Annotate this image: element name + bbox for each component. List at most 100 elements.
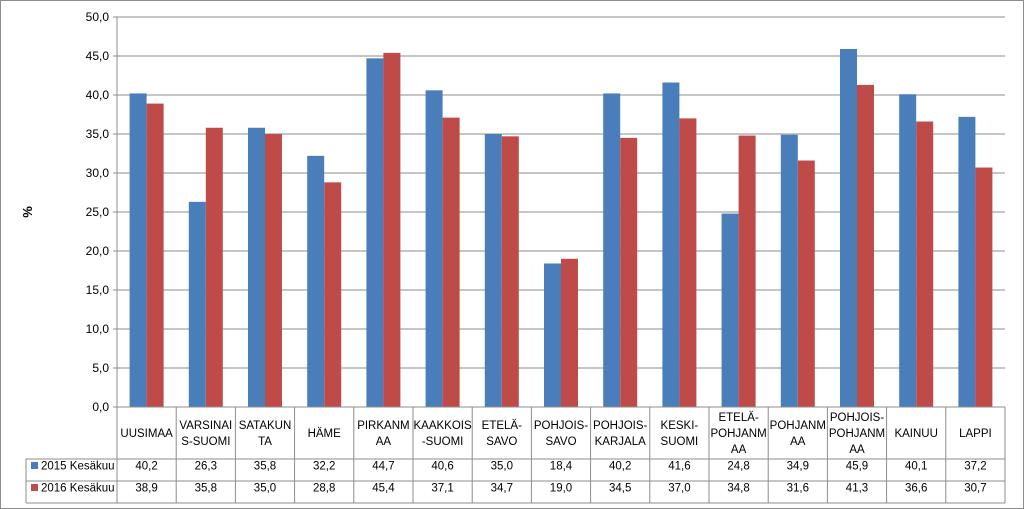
bar-2016	[383, 52, 401, 407]
category-label: PIRKANM	[357, 420, 409, 432]
bar-2015	[780, 134, 798, 407]
bar-2016	[975, 167, 993, 407]
category-label: KAINUU	[894, 428, 937, 440]
legend-label: 2016 Kesäkuu	[41, 483, 115, 495]
y-tick-label: 15,0	[86, 283, 110, 297]
y-tick-label: 30,0	[86, 166, 110, 180]
bar-2015	[425, 90, 443, 407]
data-value-label: 41,6	[668, 461, 690, 473]
bar-2016	[620, 137, 638, 407]
data-value-label: 37,2	[964, 461, 986, 473]
data-value-label: 35,8	[195, 483, 217, 495]
category-label: AA	[731, 444, 747, 456]
category-label: KARJALA	[595, 436, 646, 448]
category-label: S-SUOMI	[181, 436, 230, 448]
data-value-label: 24,8	[727, 461, 749, 473]
category-label: POHJANM	[829, 428, 885, 440]
data-value-label: 31,6	[787, 483, 809, 495]
data-value-label: 34,8	[727, 483, 749, 495]
legend-swatch	[31, 462, 38, 469]
legend-label: 2015 Kesäkuu	[41, 461, 115, 473]
category-label: -SUOMI	[422, 436, 464, 448]
bar-2016	[561, 258, 578, 407]
y-tick-label: 45,0	[86, 49, 110, 63]
bar-2016	[857, 84, 874, 408]
category-label: VARSINAI	[179, 420, 232, 432]
category-label: LAPPI	[959, 428, 992, 440]
category-label: POHJOIS-	[593, 420, 647, 432]
category-label: ETELÄ-	[482, 420, 522, 432]
data-value-label: 26,3	[195, 461, 217, 473]
category-label: SUOMI	[661, 436, 699, 448]
data-value-label: 34,9	[787, 461, 809, 473]
data-value-label: 18,4	[550, 461, 573, 473]
category-label: SATAKUN	[239, 420, 292, 432]
bar-2015	[366, 58, 384, 408]
data-value-label: 44,7	[372, 461, 394, 473]
category-label: POHJANM	[710, 428, 766, 440]
data-value-label: 35,8	[254, 461, 276, 473]
bar-2015	[188, 201, 206, 407]
y-tick-label: 10,0	[86, 322, 110, 336]
data-value-label: 32,2	[313, 461, 335, 473]
data-value-label: 35,0	[254, 483, 276, 495]
data-value-label: 40,6	[431, 461, 453, 473]
category-label: AA	[376, 436, 392, 448]
bar-2016	[738, 135, 756, 407]
data-value-label: 30,7	[964, 483, 986, 495]
bar-2015	[307, 155, 325, 407]
data-value-label: 34,7	[491, 483, 513, 495]
bar-2015	[248, 127, 265, 407]
bar-2015	[484, 134, 502, 407]
y-tick-label: 0,0	[92, 400, 109, 414]
data-value-label: 37,1	[431, 483, 453, 495]
data-value-label: 37,0	[668, 483, 690, 495]
data-value-label: 40,2	[609, 461, 631, 473]
category-label: KAAKKOIS	[414, 420, 472, 432]
bar-2016	[501, 136, 519, 407]
data-value-label: 36,6	[905, 483, 927, 495]
bar-2016	[324, 182, 342, 407]
category-label: AA	[849, 444, 865, 456]
category-label: KESKI-	[661, 420, 699, 432]
data-value-label: 28,8	[313, 483, 335, 495]
y-tick-label: 35,0	[86, 127, 110, 141]
data-value-label: 40,1	[905, 461, 927, 473]
category-label: HÄME	[308, 428, 342, 440]
category-label: TA	[258, 436, 272, 448]
bar-2016	[146, 103, 164, 407]
bar-2015	[544, 263, 561, 407]
bar-2015	[899, 94, 917, 407]
bar-2015	[958, 116, 976, 407]
bar-2015	[840, 48, 857, 407]
y-tick-label: 5,0	[92, 361, 109, 375]
data-value-label: 34,5	[609, 483, 631, 495]
category-label: POHJOIS-	[534, 420, 588, 432]
bar-2016	[442, 117, 460, 408]
category-label: POHJANM	[770, 420, 826, 432]
bar-2015	[603, 93, 621, 407]
category-label: UUSIMAA	[120, 428, 173, 440]
category-label: SAVO	[545, 436, 576, 448]
bar-2016	[916, 121, 934, 408]
y-tick-label: 20,0	[86, 244, 110, 258]
bar-2015	[129, 93, 147, 407]
bar-2016	[265, 134, 282, 407]
bar-2016	[679, 118, 697, 408]
bar-2016	[205, 127, 223, 407]
data-value-label: 45,9	[846, 461, 868, 473]
data-value-label: 19,0	[550, 483, 572, 495]
y-tick-label: 50,0	[86, 10, 110, 24]
category-label: AA	[790, 436, 806, 448]
data-value-label: 35,0	[491, 461, 513, 473]
y-axis-label: %	[20, 206, 35, 218]
category-label: SAVO	[486, 436, 517, 448]
y-tick-label: 25,0	[86, 205, 110, 219]
legend-swatch	[31, 484, 38, 491]
data-value-label: 38,9	[135, 483, 157, 495]
bar-2015	[662, 82, 680, 408]
y-tick-label: 40,0	[86, 88, 110, 102]
category-label: POHJOIS-	[830, 412, 884, 424]
data-value-label: 45,4	[372, 483, 395, 495]
data-value-label: 40,2	[135, 461, 157, 473]
